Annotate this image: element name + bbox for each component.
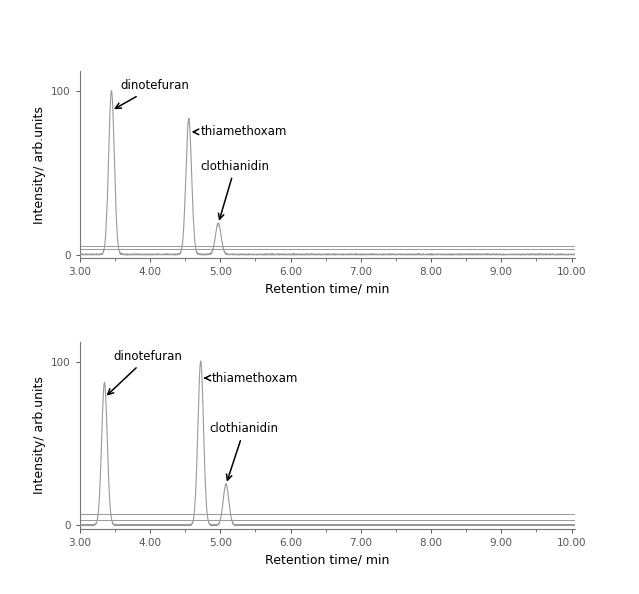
Y-axis label: Intensity/ arb.units: Intensity/ arb.units [33,106,45,223]
Text: dinotefuran: dinotefuran [108,350,183,394]
Text: thiamethoxam: thiamethoxam [193,125,287,138]
Text: dinotefuran: dinotefuran [116,80,190,108]
Text: clothianidin: clothianidin [201,160,270,219]
X-axis label: Retention time/ min: Retention time/ min [265,553,390,566]
X-axis label: Retention time/ min: Retention time/ min [265,283,390,296]
Y-axis label: Intensity/ arb.units: Intensity/ arb.units [33,377,45,494]
Text: clothianidin: clothianidin [210,422,279,480]
Text: thiamethoxam: thiamethoxam [205,371,298,384]
